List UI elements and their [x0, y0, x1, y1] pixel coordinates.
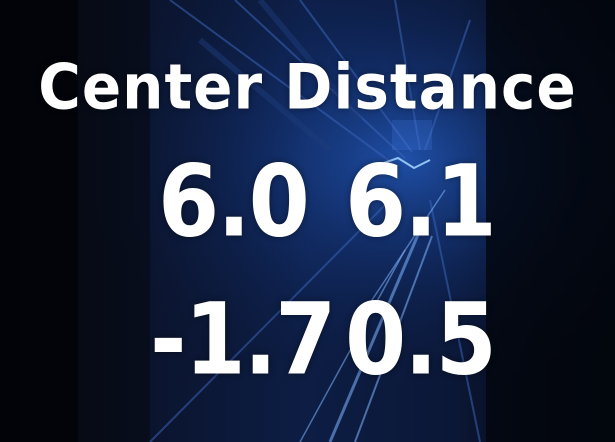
readout-title: Center Distance	[38, 50, 577, 124]
row1-left-value: 6.0	[158, 143, 310, 260]
row1-right-value: 6.1	[345, 143, 497, 260]
row2-left-value: -1.7	[150, 281, 336, 398]
row2-right-value: 0.5	[345, 281, 497, 398]
